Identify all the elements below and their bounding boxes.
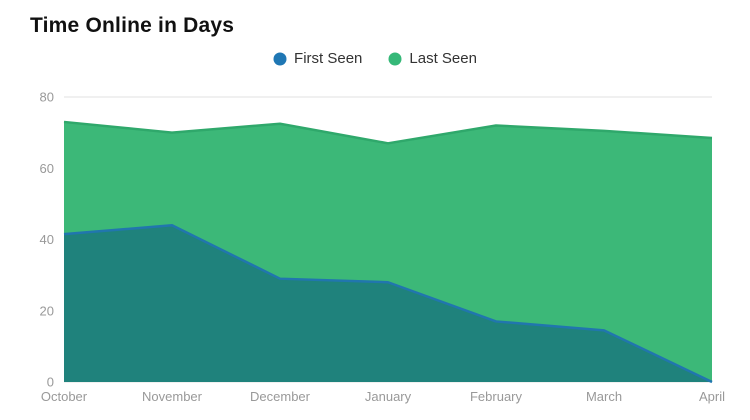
y-axis-tick-label: 0 bbox=[47, 375, 54, 390]
x-axis-tick-label: January bbox=[365, 389, 412, 404]
legend-label-first-seen: First Seen bbox=[294, 50, 363, 67]
chart-title: Time Online in Days bbox=[30, 14, 235, 37]
last-seen-dot-icon bbox=[388, 52, 402, 65]
legend-item-last-seen[interactable]: Last Seen bbox=[388, 50, 477, 67]
x-axis-tick-label: November bbox=[142, 389, 203, 404]
x-axis-tick-label: February bbox=[470, 389, 523, 404]
line-last-seen bbox=[63, 120, 713, 145]
y-axis-tick-label: 60 bbox=[40, 161, 54, 176]
area-first-seen bbox=[64, 225, 712, 382]
y-axis-tick-label: 20 bbox=[40, 303, 54, 318]
x-axis-tick-label: April bbox=[699, 389, 725, 404]
x-axis-tick-label: December bbox=[250, 389, 311, 404]
chart-legend: First Seen Last Seen bbox=[0, 50, 750, 67]
y-axis-tick-label: 40 bbox=[40, 232, 54, 247]
legend-label-last-seen: Last Seen bbox=[409, 50, 477, 67]
y-axis-tick-label: 80 bbox=[40, 90, 54, 105]
x-axis-tick-label: March bbox=[586, 389, 622, 404]
first-seen-dot-icon bbox=[273, 52, 287, 65]
x-axis-tick-label: October bbox=[41, 389, 88, 404]
legend-item-first-seen[interactable]: First Seen bbox=[273, 50, 362, 67]
line-first-seen bbox=[63, 224, 713, 384]
